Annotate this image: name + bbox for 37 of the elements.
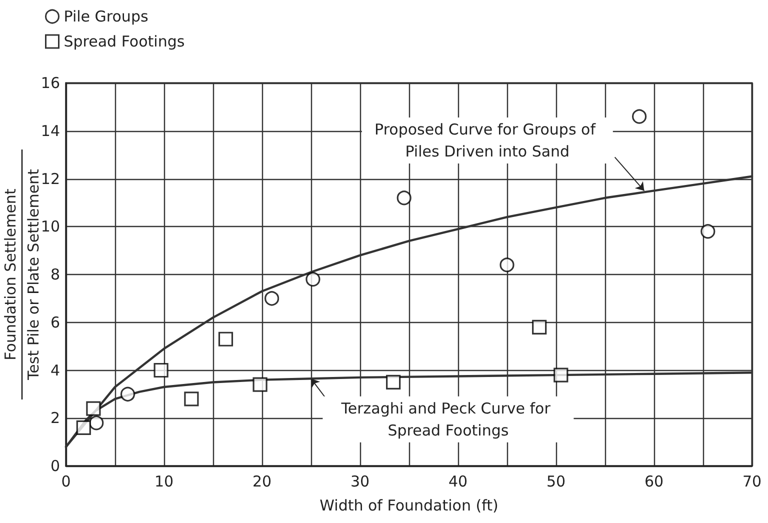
x-tick-label: 20	[252, 472, 272, 490]
y-tick-label: 14	[40, 122, 60, 140]
x-tick-label: 30	[350, 472, 370, 490]
point	[184, 392, 199, 406]
point	[554, 368, 568, 382]
x-axis-title: Width of Foundation (ft)	[320, 496, 498, 514]
legend-label: Pile Groups	[64, 8, 148, 26]
annotation: Terzaghi and Peck Curve for Spread Footings	[340, 399, 556, 440]
x-tick-label: 10	[154, 472, 174, 490]
y-tick-label: 10	[40, 218, 60, 236]
point	[120, 386, 136, 402]
annotation: Proposed Curve for Groups of Piles Driven into Sand	[374, 120, 600, 160]
y-tick-label: 12	[40, 170, 60, 188]
point	[500, 258, 514, 272]
point	[89, 416, 104, 430]
x-tick-label: 50	[546, 472, 566, 490]
y-tick-label: 0	[50, 457, 60, 475]
legend-label: Spread Footings	[64, 32, 185, 50]
point	[218, 332, 234, 346]
y-tick-label: 4	[50, 361, 60, 380]
y-axis-title: Foundation Settlement Test Pile or Plate Settlement	[2, 168, 42, 381]
y-tick-label: 6	[50, 313, 60, 332]
point	[306, 272, 320, 287]
x-tick-label: 70	[742, 472, 762, 490]
point	[86, 401, 101, 416]
y-tick-label: 2	[50, 409, 60, 428]
point	[76, 420, 91, 435]
point	[700, 224, 716, 239]
point	[154, 362, 168, 378]
point	[386, 374, 401, 390]
point	[532, 320, 547, 334]
y-tick-label: 16	[40, 74, 60, 92]
point	[252, 377, 268, 392]
x-tick-label: 0	[61, 472, 71, 490]
y-tick-label: 8	[50, 266, 60, 284]
x-tick-label: 40	[448, 472, 468, 490]
x-tick-label: 60	[644, 472, 664, 490]
